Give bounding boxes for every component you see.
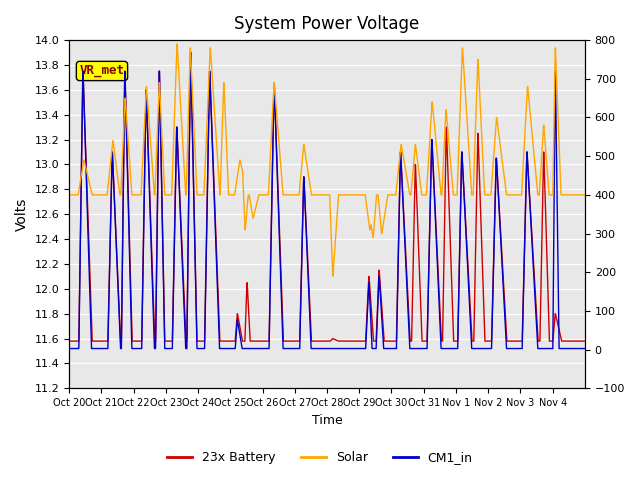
Text: VR_met: VR_met [79, 64, 124, 77]
Title: System Power Voltage: System Power Voltage [234, 15, 420, 33]
Legend: 23x Battery, Solar, CM1_in: 23x Battery, Solar, CM1_in [163, 446, 477, 469]
Y-axis label: Volts: Volts [15, 198, 29, 231]
X-axis label: Time: Time [312, 414, 342, 427]
